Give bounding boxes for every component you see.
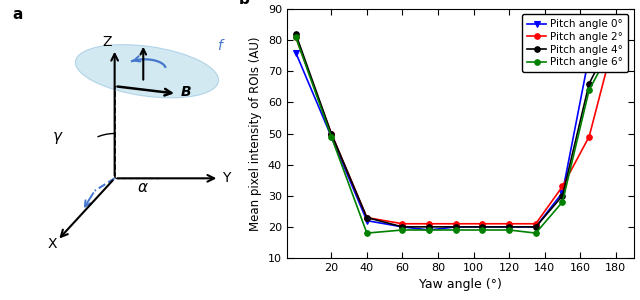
- Pitch angle 4°: [532, 225, 540, 229]
- Pitch angle 0°: [559, 191, 566, 194]
- Pitch angle 6°: [612, 38, 620, 42]
- Pitch angle 2°: [586, 135, 593, 138]
- Line: Pitch angle 2°: Pitch angle 2°: [293, 31, 619, 226]
- Line: Pitch angle 4°: Pitch angle 4°: [293, 28, 619, 230]
- Pitch angle 4°: [452, 225, 460, 229]
- Pitch angle 2°: [479, 222, 486, 226]
- Y-axis label: Mean pixel intensity of ROIs (AU): Mean pixel intensity of ROIs (AU): [250, 36, 262, 231]
- Pitch angle 4°: [612, 29, 620, 33]
- Pitch angle 2°: [505, 222, 513, 226]
- Text: $\alpha$: $\alpha$: [137, 180, 149, 195]
- Text: X: X: [47, 237, 57, 251]
- Pitch angle 6°: [425, 228, 433, 232]
- Pitch angle 2°: [292, 35, 300, 39]
- Pitch angle 6°: [399, 228, 406, 232]
- Pitch angle 2°: [612, 32, 620, 36]
- Pitch angle 0°: [425, 228, 433, 232]
- Pitch angle 0°: [505, 225, 513, 229]
- Text: $f$: $f$: [217, 38, 225, 53]
- Line: Pitch angle 6°: Pitch angle 6°: [293, 34, 619, 236]
- Pitch angle 2°: [425, 222, 433, 226]
- Pitch angle 4°: [479, 225, 486, 229]
- Pitch angle 4°: [586, 82, 593, 85]
- Pitch angle 0°: [612, 44, 620, 48]
- Ellipse shape: [76, 45, 219, 98]
- Pitch angle 0°: [363, 219, 371, 222]
- Text: $\gamma$: $\gamma$: [52, 130, 64, 146]
- Pitch angle 0°: [586, 54, 593, 58]
- Pitch angle 6°: [292, 35, 300, 39]
- Pitch angle 4°: [292, 32, 300, 36]
- Pitch angle 0°: [452, 225, 460, 229]
- Pitch angle 6°: [532, 231, 540, 235]
- Pitch angle 6°: [505, 228, 513, 232]
- Pitch angle 2°: [559, 184, 566, 188]
- Pitch angle 0°: [532, 225, 540, 229]
- Pitch angle 2°: [532, 222, 540, 226]
- Pitch angle 4°: [505, 225, 513, 229]
- Pitch angle 4°: [363, 216, 371, 219]
- Pitch angle 4°: [328, 132, 335, 135]
- Text: Z: Z: [102, 35, 112, 49]
- Pitch angle 6°: [479, 228, 486, 232]
- Text: b: b: [238, 0, 249, 7]
- Pitch angle 2°: [328, 132, 335, 135]
- Text: Y: Y: [221, 171, 230, 185]
- Pitch angle 2°: [399, 222, 406, 226]
- Pitch angle 4°: [425, 225, 433, 229]
- Pitch angle 6°: [452, 228, 460, 232]
- Pitch angle 0°: [292, 51, 300, 54]
- Pitch angle 0°: [328, 135, 335, 138]
- Legend: Pitch angle 0°, Pitch angle 2°, Pitch angle 4°, Pitch angle 6°: Pitch angle 0°, Pitch angle 2°, Pitch an…: [522, 14, 628, 72]
- Pitch angle 2°: [363, 216, 371, 219]
- Pitch angle 0°: [479, 225, 486, 229]
- Pitch angle 6°: [586, 88, 593, 92]
- Pitch angle 0°: [399, 225, 406, 229]
- Pitch angle 6°: [559, 200, 566, 204]
- Pitch angle 4°: [399, 225, 406, 229]
- Text: $\boldsymbol{B}$: $\boldsymbol{B}$: [180, 85, 191, 99]
- Pitch angle 6°: [328, 135, 335, 138]
- Pitch angle 6°: [363, 231, 371, 235]
- X-axis label: Yaw angle (°): Yaw angle (°): [419, 278, 502, 291]
- Pitch angle 4°: [559, 194, 566, 197]
- Line: Pitch angle 0°: Pitch angle 0°: [293, 44, 619, 233]
- Pitch angle 2°: [452, 222, 460, 226]
- Text: a: a: [13, 7, 23, 22]
